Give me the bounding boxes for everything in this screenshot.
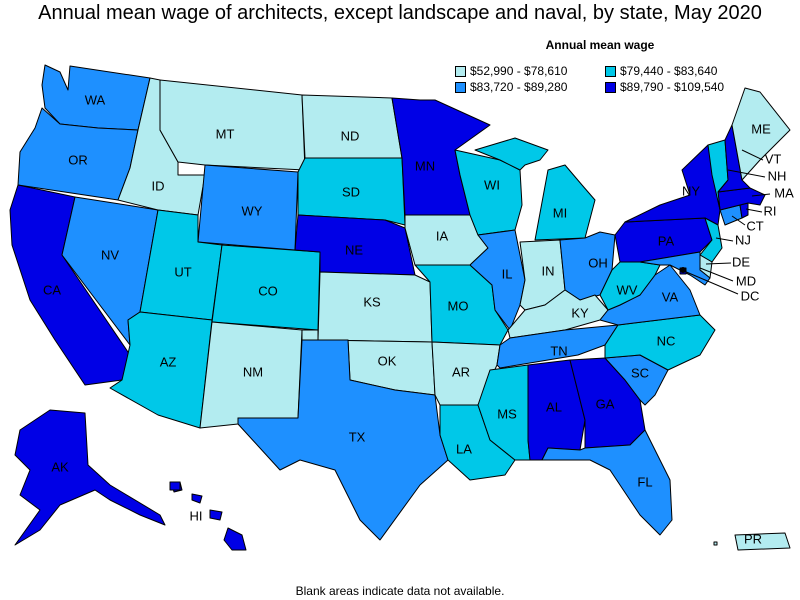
- label-SC: SC: [631, 365, 649, 380]
- label-MD: MD: [736, 273, 756, 288]
- label-WI: WI: [484, 177, 500, 192]
- state-MT[interactable]: [159, 79, 306, 171]
- pr-islet: [713, 541, 718, 546]
- label-NJ: NJ: [735, 232, 751, 247]
- state-NY[interactable]: [624, 144, 721, 226]
- leader-lines: [683, 149, 771, 295]
- label-OK: OK: [378, 353, 397, 368]
- label-ND: ND: [341, 128, 360, 143]
- state-ND[interactable]: [301, 94, 403, 159]
- legend: Annual mean wage $52,990 - $78,610 $79,4…: [455, 38, 755, 94]
- label-LA: LA: [456, 441, 472, 456]
- label-MN: MN: [415, 158, 435, 173]
- legend-item: $83,720 - $89,280: [455, 80, 605, 94]
- state-HI-big[interactable]: [223, 527, 247, 551]
- legend-swatch: [605, 81, 616, 93]
- state-labels: WA OR CA NV ID MT WY UT CO AZ NM ND SD N…: [43, 92, 794, 546]
- label-NM: NM: [243, 364, 263, 379]
- state-TX[interactable]: [237, 339, 449, 541]
- label-NV: NV: [101, 247, 119, 262]
- legend-item: $79,440 - $83,640: [605, 64, 755, 78]
- label-MI: MI: [553, 205, 567, 220]
- legend-swatch: [455, 81, 466, 93]
- legend-label: $89,790 - $109,540: [620, 80, 725, 94]
- state-IL[interactable]: [469, 229, 526, 331]
- state-MD[interactable]: [639, 251, 711, 286]
- state-MI[interactable]: [474, 137, 549, 171]
- label-DE: DE: [732, 254, 750, 269]
- label-MA: MA: [774, 185, 794, 200]
- label-WV: WV: [617, 282, 638, 297]
- label-AK: AK: [51, 459, 69, 474]
- label-TX: TX: [349, 429, 366, 444]
- label-IN: IN: [542, 263, 555, 278]
- legend-label: $79,440 - $83,640: [620, 64, 718, 78]
- label-NH: NH: [768, 168, 787, 183]
- state-FL[interactable]: [541, 429, 673, 536]
- label-NC: NC: [657, 333, 676, 348]
- footnote: Blank areas indicate data not available.: [295, 584, 505, 598]
- label-ID: ID: [152, 178, 165, 193]
- legend-item: $52,990 - $78,610: [455, 64, 605, 78]
- label-VT: VT: [765, 151, 782, 166]
- legend-label: $83,720 - $89,280: [470, 80, 568, 94]
- label-PA: PA: [658, 233, 675, 248]
- label-RI: RI: [764, 203, 777, 218]
- legend-swatch: [455, 65, 466, 77]
- label-NE: NE: [345, 242, 363, 257]
- state-HI-maui[interactable]: [209, 509, 223, 521]
- legend-swatch: [605, 65, 616, 77]
- dc-marker: [680, 267, 686, 273]
- label-VA: VA: [662, 289, 679, 304]
- label-WY: WY: [242, 203, 263, 218]
- state-MI-lower[interactable]: [534, 164, 596, 241]
- label-KS: KS: [363, 294, 381, 309]
- label-OR: OR: [68, 152, 88, 167]
- label-MS: MS: [497, 406, 517, 421]
- label-PR: PR: [744, 531, 762, 546]
- label-ME: ME: [751, 121, 771, 136]
- label-DC: DC: [741, 288, 760, 303]
- legend-label: $52,990 - $78,610: [470, 64, 568, 78]
- label-HI: HI: [190, 508, 203, 523]
- state-ME[interactable]: [731, 87, 791, 181]
- legend-item: $89,790 - $109,540: [605, 80, 755, 94]
- label-OH: OH: [588, 255, 608, 270]
- label-WA: WA: [85, 92, 106, 107]
- label-UT: UT: [174, 264, 191, 279]
- label-GA: GA: [596, 396, 615, 411]
- label-FL: FL: [637, 474, 652, 489]
- label-MO: MO: [448, 298, 469, 313]
- label-CO: CO: [258, 283, 278, 298]
- state-HI-kauai[interactable]: [169, 481, 181, 491]
- state-HI-oahu[interactable]: [191, 493, 203, 504]
- legend-title: Annual mean wage: [545, 38, 655, 52]
- label-MT: MT: [216, 126, 235, 141]
- state-AK[interactable]: [14, 409, 166, 546]
- label-CT: CT: [746, 218, 763, 233]
- state-PR[interactable]: [734, 532, 791, 551]
- label-AZ: AZ: [160, 354, 177, 369]
- label-AL: AL: [546, 399, 562, 414]
- label-CA: CA: [43, 282, 61, 297]
- label-TN: TN: [550, 343, 567, 358]
- label-IA: IA: [436, 228, 449, 243]
- label-NY: NY: [682, 183, 700, 198]
- label-IL: IL: [502, 266, 513, 281]
- legend-grid: $52,990 - $78,610 $79,440 - $83,640 $83,…: [455, 64, 755, 94]
- state-RI[interactable]: [739, 202, 749, 219]
- label-AR: AR: [452, 364, 470, 379]
- state-MA[interactable]: [717, 187, 766, 211]
- label-SD: SD: [342, 184, 360, 199]
- map-title: Annual mean wage of architects, except l…: [38, 2, 762, 24]
- label-KY: KY: [571, 305, 589, 320]
